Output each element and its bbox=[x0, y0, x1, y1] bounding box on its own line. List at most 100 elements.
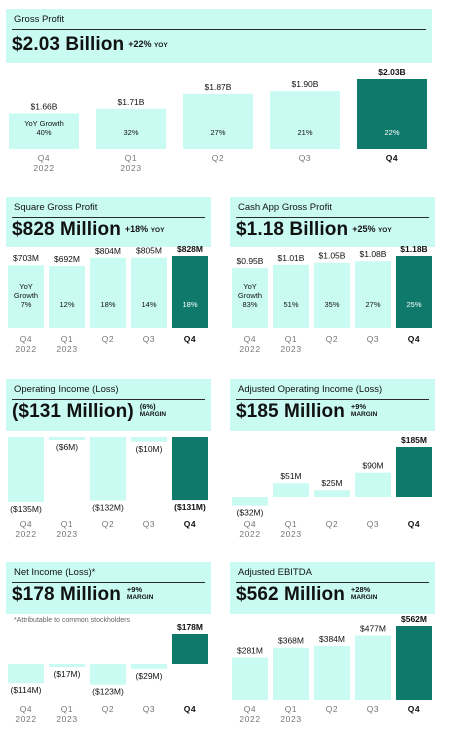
panel-adjusted-operating-income: Adjusted Operating Income (Loss) $185 Mil… bbox=[230, 379, 435, 549]
headline-change-suffix: YOY bbox=[150, 227, 165, 234]
bar-value-label: $51M bbox=[280, 471, 301, 481]
bar-growth-label: 32% bbox=[123, 128, 138, 137]
axis-label: Q2 bbox=[326, 704, 339, 714]
panel-title: Operating Income (Loss) bbox=[14, 384, 119, 395]
axis-label: Q2 bbox=[102, 334, 115, 344]
bar-growth-label: YoY Growth 40% bbox=[24, 119, 64, 137]
panel-title: Gross Profit bbox=[14, 14, 65, 25]
bar bbox=[270, 91, 340, 149]
bar bbox=[9, 113, 79, 149]
axis-label: Q3 bbox=[143, 704, 156, 714]
header-divider bbox=[12, 29, 426, 30]
axis-label: Q2 bbox=[102, 704, 115, 714]
bar-value-label: $828M bbox=[177, 244, 203, 254]
bar bbox=[273, 483, 309, 497]
header-divider bbox=[236, 399, 429, 400]
bar-value-label: ($17M) bbox=[54, 669, 81, 679]
headline-amount: $178 Million bbox=[12, 584, 121, 605]
header-divider bbox=[12, 217, 205, 218]
panel-header: Adjusted EBITDA $562 Million +28% MARGIN bbox=[230, 562, 435, 614]
axis-label: Q4 2022 bbox=[15, 704, 36, 724]
bar-value-label: $1.08B bbox=[360, 249, 387, 259]
headline-metric: $178 Million +9% MARGIN bbox=[12, 584, 153, 606]
bar-value-label: $1.90B bbox=[292, 79, 319, 89]
bar-growth-label: YoY Growth 7% bbox=[14, 282, 38, 309]
panel-operating-income: Operating Income (Loss) ($131 Million) (6%… bbox=[6, 379, 211, 549]
panel-cash-app-gross-profit: Cash App Gross Profit $1.18 Billion +25% Y… bbox=[230, 197, 435, 362]
bar-value-label: $692M bbox=[54, 254, 80, 264]
panel-title: Adjusted EBITDA bbox=[238, 567, 312, 578]
panel-header: Gross Profit $2.03 Billion +22% YOY bbox=[6, 9, 432, 63]
headline-amount: $562 Million bbox=[236, 584, 345, 605]
bar bbox=[131, 664, 167, 669]
bar bbox=[49, 437, 85, 440]
bar bbox=[396, 447, 432, 497]
bar bbox=[357, 79, 427, 149]
axis-label: Q4 bbox=[184, 334, 197, 344]
bar bbox=[131, 437, 167, 442]
axis-label: Q1 2023 bbox=[56, 334, 77, 354]
bar-growth-label: YoY Growth 83% bbox=[238, 282, 262, 309]
bar-value-label: $1.05B bbox=[319, 251, 346, 261]
bar bbox=[96, 108, 166, 149]
bar bbox=[8, 437, 44, 502]
bar-growth-label: 27% bbox=[210, 128, 225, 137]
headline-metric: $185 Million +9% MARGIN bbox=[236, 401, 377, 423]
headline-amount: $1.18 Billion bbox=[236, 219, 349, 240]
bar-growth-label: 18% bbox=[182, 300, 197, 309]
bar bbox=[396, 626, 432, 700]
bar bbox=[273, 647, 309, 700]
axis-label: Q3 bbox=[367, 704, 380, 714]
axis-label: Q4 2022 bbox=[15, 334, 36, 354]
panel-header: Square Gross Profit $828 Million +18% YOY bbox=[6, 197, 211, 247]
bar-chart: ($114M) Q4 2022 ($17M) Q1 2023 ($123M) Q2 ($29M)… bbox=[8, 622, 208, 724]
headline-margin: +28% MARGIN bbox=[350, 585, 378, 602]
bar bbox=[314, 490, 350, 497]
axis-label: Q3 bbox=[367, 334, 380, 344]
panel-square-gross-profit: Square Gross Profit $828 Million +18% YOY $… bbox=[6, 197, 211, 362]
axis-label: Q4 2022 bbox=[33, 153, 54, 173]
bar bbox=[172, 256, 208, 328]
axis-label: Q4 2022 bbox=[239, 704, 260, 724]
bar-value-label: ($6M) bbox=[56, 442, 78, 452]
bar-value-label: $1.66B bbox=[31, 101, 58, 111]
axis-label: Q4 bbox=[184, 519, 197, 529]
bar bbox=[49, 664, 85, 667]
headline-margin: +9% MARGIN bbox=[126, 585, 154, 602]
panel-title: Net Income (Loss)* bbox=[14, 567, 96, 578]
axis-label: Q1 2023 bbox=[280, 334, 301, 354]
bar-growth-label: 22% bbox=[384, 128, 399, 137]
bar-value-label: ($132M) bbox=[92, 503, 124, 513]
bar-value-label: $2.03B bbox=[378, 67, 405, 77]
header-divider bbox=[236, 217, 429, 218]
bar bbox=[172, 437, 208, 501]
bar-growth-label: 21% bbox=[297, 128, 312, 137]
bar-value-label: $477M bbox=[360, 624, 386, 634]
axis-label: Q4 bbox=[408, 704, 421, 714]
bar-value-label: $25M bbox=[321, 478, 342, 488]
bar bbox=[183, 93, 253, 149]
bar-value-label: ($114M) bbox=[10, 685, 41, 695]
bar-value-label: ($32M) bbox=[237, 508, 264, 518]
headline-metric: $2.03 Billion +22% YOY bbox=[12, 34, 168, 56]
bar bbox=[8, 664, 44, 684]
bar-value-label: $368M bbox=[278, 636, 304, 646]
headline-change: +18% YOY bbox=[124, 224, 165, 234]
axis-label: Q4 2022 bbox=[239, 334, 260, 354]
headline-change-suffix: YOY bbox=[377, 227, 392, 234]
bar bbox=[49, 266, 85, 328]
bar-chart: $281M Q4 2022 $368M Q1 2023 $384M Q2 $477M Q3 $562… bbox=[232, 614, 432, 724]
headline-metric: ($131 Million) (6%) MARGIN bbox=[12, 401, 166, 423]
bar bbox=[355, 261, 391, 328]
bar-growth-label: 12% bbox=[59, 300, 74, 309]
panel-gross-profit: Gross Profit $2.03 Billion +22% YOY $1.66B Y… bbox=[6, 9, 432, 184]
axis-label: Q2 bbox=[326, 334, 339, 344]
headline-amount: $2.03 Billion bbox=[12, 34, 125, 55]
bar-value-label: $185M bbox=[401, 435, 427, 445]
panel-header: Cash App Gross Profit $1.18 Billion +25% Y… bbox=[230, 197, 435, 247]
bar-value-label: $804M bbox=[95, 246, 121, 256]
bar-growth-label: 51% bbox=[283, 300, 298, 309]
bar-value-label: $281M bbox=[237, 645, 263, 655]
bar-value-label: $1.01B bbox=[278, 253, 305, 263]
axis-label: Q3 bbox=[143, 519, 156, 529]
